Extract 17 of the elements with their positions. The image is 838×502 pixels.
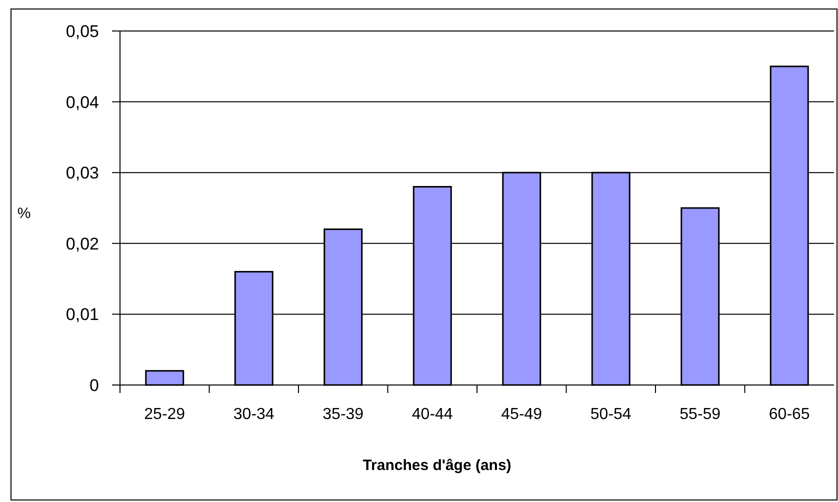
bar: [145, 370, 184, 386]
y-tick-label: 0,01: [66, 305, 99, 324]
x-tick-label: 25-29: [144, 406, 186, 423]
y-tick-label: 0,03: [66, 164, 99, 183]
x-tick-label: 55-59: [680, 406, 721, 423]
x-tick-label: 60-65: [768, 406, 810, 423]
y-tick-label: 0,04: [66, 92, 99, 112]
y-tick-label: 0,05: [66, 22, 99, 41]
y-axis-title: %: [17, 205, 31, 222]
x-tick-label: 35-39: [322, 406, 364, 423]
x-tick-label: 50-54: [590, 406, 632, 423]
x-axis-title: Tranches d'âge (ans): [362, 457, 512, 474]
x-tick-label: 45-49: [501, 406, 542, 423]
y-tick-label: 0,02: [66, 234, 99, 254]
x-tick-label: 40-44: [412, 406, 453, 423]
y-tick-label: 0: [90, 376, 99, 395]
x-tick-label: 30-34: [233, 406, 274, 423]
